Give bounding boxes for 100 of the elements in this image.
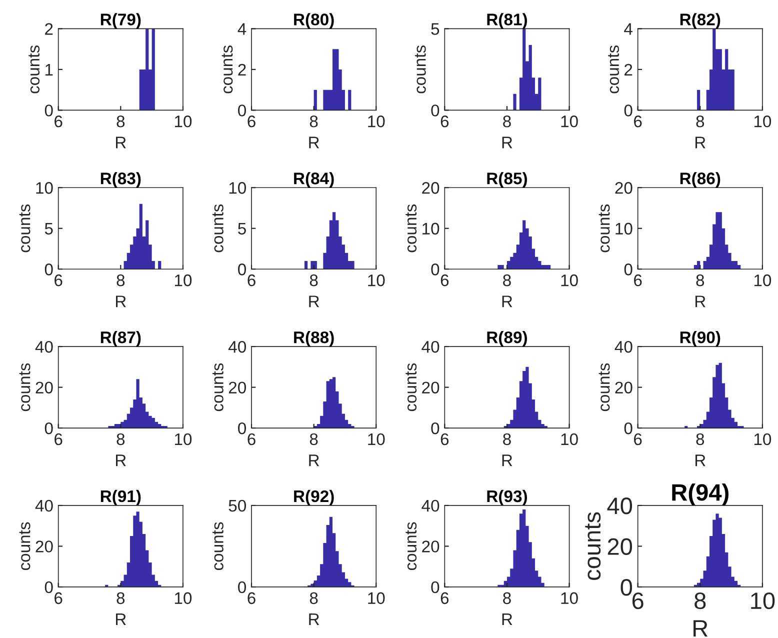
x-tick-label: 6 — [54, 433, 62, 446]
x-tick-label: 8 — [116, 433, 125, 446]
x-axis-title: R — [502, 454, 512, 466]
y-axis-title: counts — [598, 363, 610, 412]
chart-title: R(82) — [680, 13, 720, 29]
y-tick-label: 20 — [422, 382, 440, 394]
chart-title: R(90) — [680, 331, 720, 347]
chart-title: R(91) — [100, 490, 141, 506]
x-tick-label: 6 — [54, 274, 62, 286]
x-tick-label: 10 — [174, 274, 192, 286]
y-tick-label: 0 — [238, 581, 246, 594]
x-tick-label: 8 — [503, 592, 511, 604]
y-tick-label: 20 — [615, 182, 632, 194]
y-tick-label: 20 — [422, 540, 440, 552]
x-tick-label: 10 — [368, 274, 385, 286]
y-axis-title: counts — [585, 512, 601, 580]
x-tick-label: 6 — [54, 592, 62, 604]
x-tick-label: 10 — [561, 116, 578, 128]
y-tick-label: 10 — [229, 182, 246, 194]
y-tick-label: 20 — [228, 382, 246, 394]
chart-title: R(93) — [487, 490, 527, 506]
y-tick-label: 5 — [431, 23, 440, 35]
x-tick-label: 10 — [368, 433, 385, 446]
x-tick-label: 10 — [751, 592, 775, 610]
y-axis-title: counts — [406, 204, 417, 252]
x-axis-title: R — [502, 614, 512, 625]
x-axis-title: R — [695, 296, 706, 308]
x-tick-label: 6 — [248, 116, 256, 128]
x-tick-label: 10 — [174, 592, 192, 604]
y-tick-label: 10 — [422, 222, 440, 235]
x-tick-label: 8 — [696, 433, 704, 446]
y-tick-label: 2 — [45, 23, 53, 35]
x-tick-label: 8 — [310, 592, 318, 604]
chart-title: R(92) — [294, 490, 334, 506]
x-axis-title: R — [116, 454, 126, 466]
chart-title: R(80) — [294, 13, 334, 29]
x-axis-title: R — [116, 136, 126, 148]
chart-title: R(79) — [100, 13, 141, 29]
y-tick-label: 40 — [422, 340, 440, 353]
x-tick-label: 10 — [368, 116, 385, 128]
y-tick-label: 5 — [238, 222, 246, 235]
x-axis-title: R — [309, 296, 320, 308]
x-tick-label: 8 — [503, 433, 511, 446]
y-tick-label: 40 — [614, 340, 632, 353]
y-tick-label: 0 — [431, 581, 440, 594]
y-tick-label: 0 — [620, 579, 632, 596]
chart-title: R(86) — [680, 172, 720, 188]
x-axis-title: R — [309, 614, 320, 625]
y-axis-title: counts — [608, 46, 620, 94]
x-axis-title: R — [695, 136, 706, 148]
y-tick-label: 0 — [44, 422, 53, 434]
x-tick-label: 6 — [440, 592, 449, 604]
x-axis-title: R — [502, 136, 512, 148]
y-tick-label: 20 — [36, 382, 53, 394]
y-axis-title: counts — [212, 363, 224, 412]
x-tick-label: 8 — [696, 116, 704, 128]
y-axis-title: counts — [19, 522, 30, 570]
x-tick-label: 6 — [248, 274, 256, 286]
y-axis-title: counts — [406, 363, 417, 412]
x-tick-label: 8 — [116, 274, 125, 286]
x-tick-label: 6 — [634, 274, 642, 286]
x-tick-label: 6 — [634, 433, 642, 446]
x-tick-label: 6 — [440, 116, 449, 128]
x-tick-label: 8 — [116, 116, 125, 128]
chart-title: R(84) — [294, 172, 334, 188]
y-axis-title: counts — [598, 204, 610, 252]
y-tick-label: 40 — [422, 500, 440, 512]
y-axis-title: counts — [414, 46, 426, 94]
y-tick-label: 0 — [624, 422, 632, 434]
y-tick-label: 20 — [615, 382, 632, 394]
x-tick-label: 6 — [634, 116, 642, 128]
y-tick-label: 0 — [624, 264, 632, 276]
x-tick-label: 10 — [754, 433, 772, 446]
y-axis-title: counts — [212, 522, 224, 570]
x-axis-title: R — [695, 454, 706, 466]
y-axis-title: counts — [222, 46, 233, 94]
x-axis-title: R — [116, 614, 126, 625]
chart-title: R(88) — [294, 331, 334, 347]
y-tick-label: 2 — [238, 64, 246, 76]
x-tick-label: 10 — [368, 592, 385, 604]
y-tick-label: 0 — [44, 264, 53, 276]
x-tick-label: 8 — [503, 274, 511, 286]
x-tick-label: 10 — [561, 433, 578, 446]
y-tick-label: 0 — [431, 422, 440, 434]
y-tick-label: 20 — [608, 538, 632, 555]
y-tick-label: 50 — [228, 500, 246, 512]
y-axis-title: counts — [19, 204, 30, 252]
chart-title: R(83) — [100, 172, 141, 188]
x-tick-label: 6 — [54, 116, 62, 128]
x-tick-label: 6 — [632, 592, 644, 610]
x-tick-label: 10 — [561, 274, 578, 286]
y-tick-label: 20 — [36, 540, 53, 552]
y-tick-label: 0 — [431, 264, 440, 276]
x-tick-label: 10 — [561, 592, 578, 604]
y-tick-label: 0 — [624, 104, 632, 116]
x-axis-title: R — [694, 620, 708, 636]
y-axis-title: counts — [212, 204, 224, 252]
chart-title: R(89) — [487, 331, 527, 347]
y-tick-label: 0 — [44, 581, 53, 594]
x-tick-label: 8 — [310, 116, 318, 128]
